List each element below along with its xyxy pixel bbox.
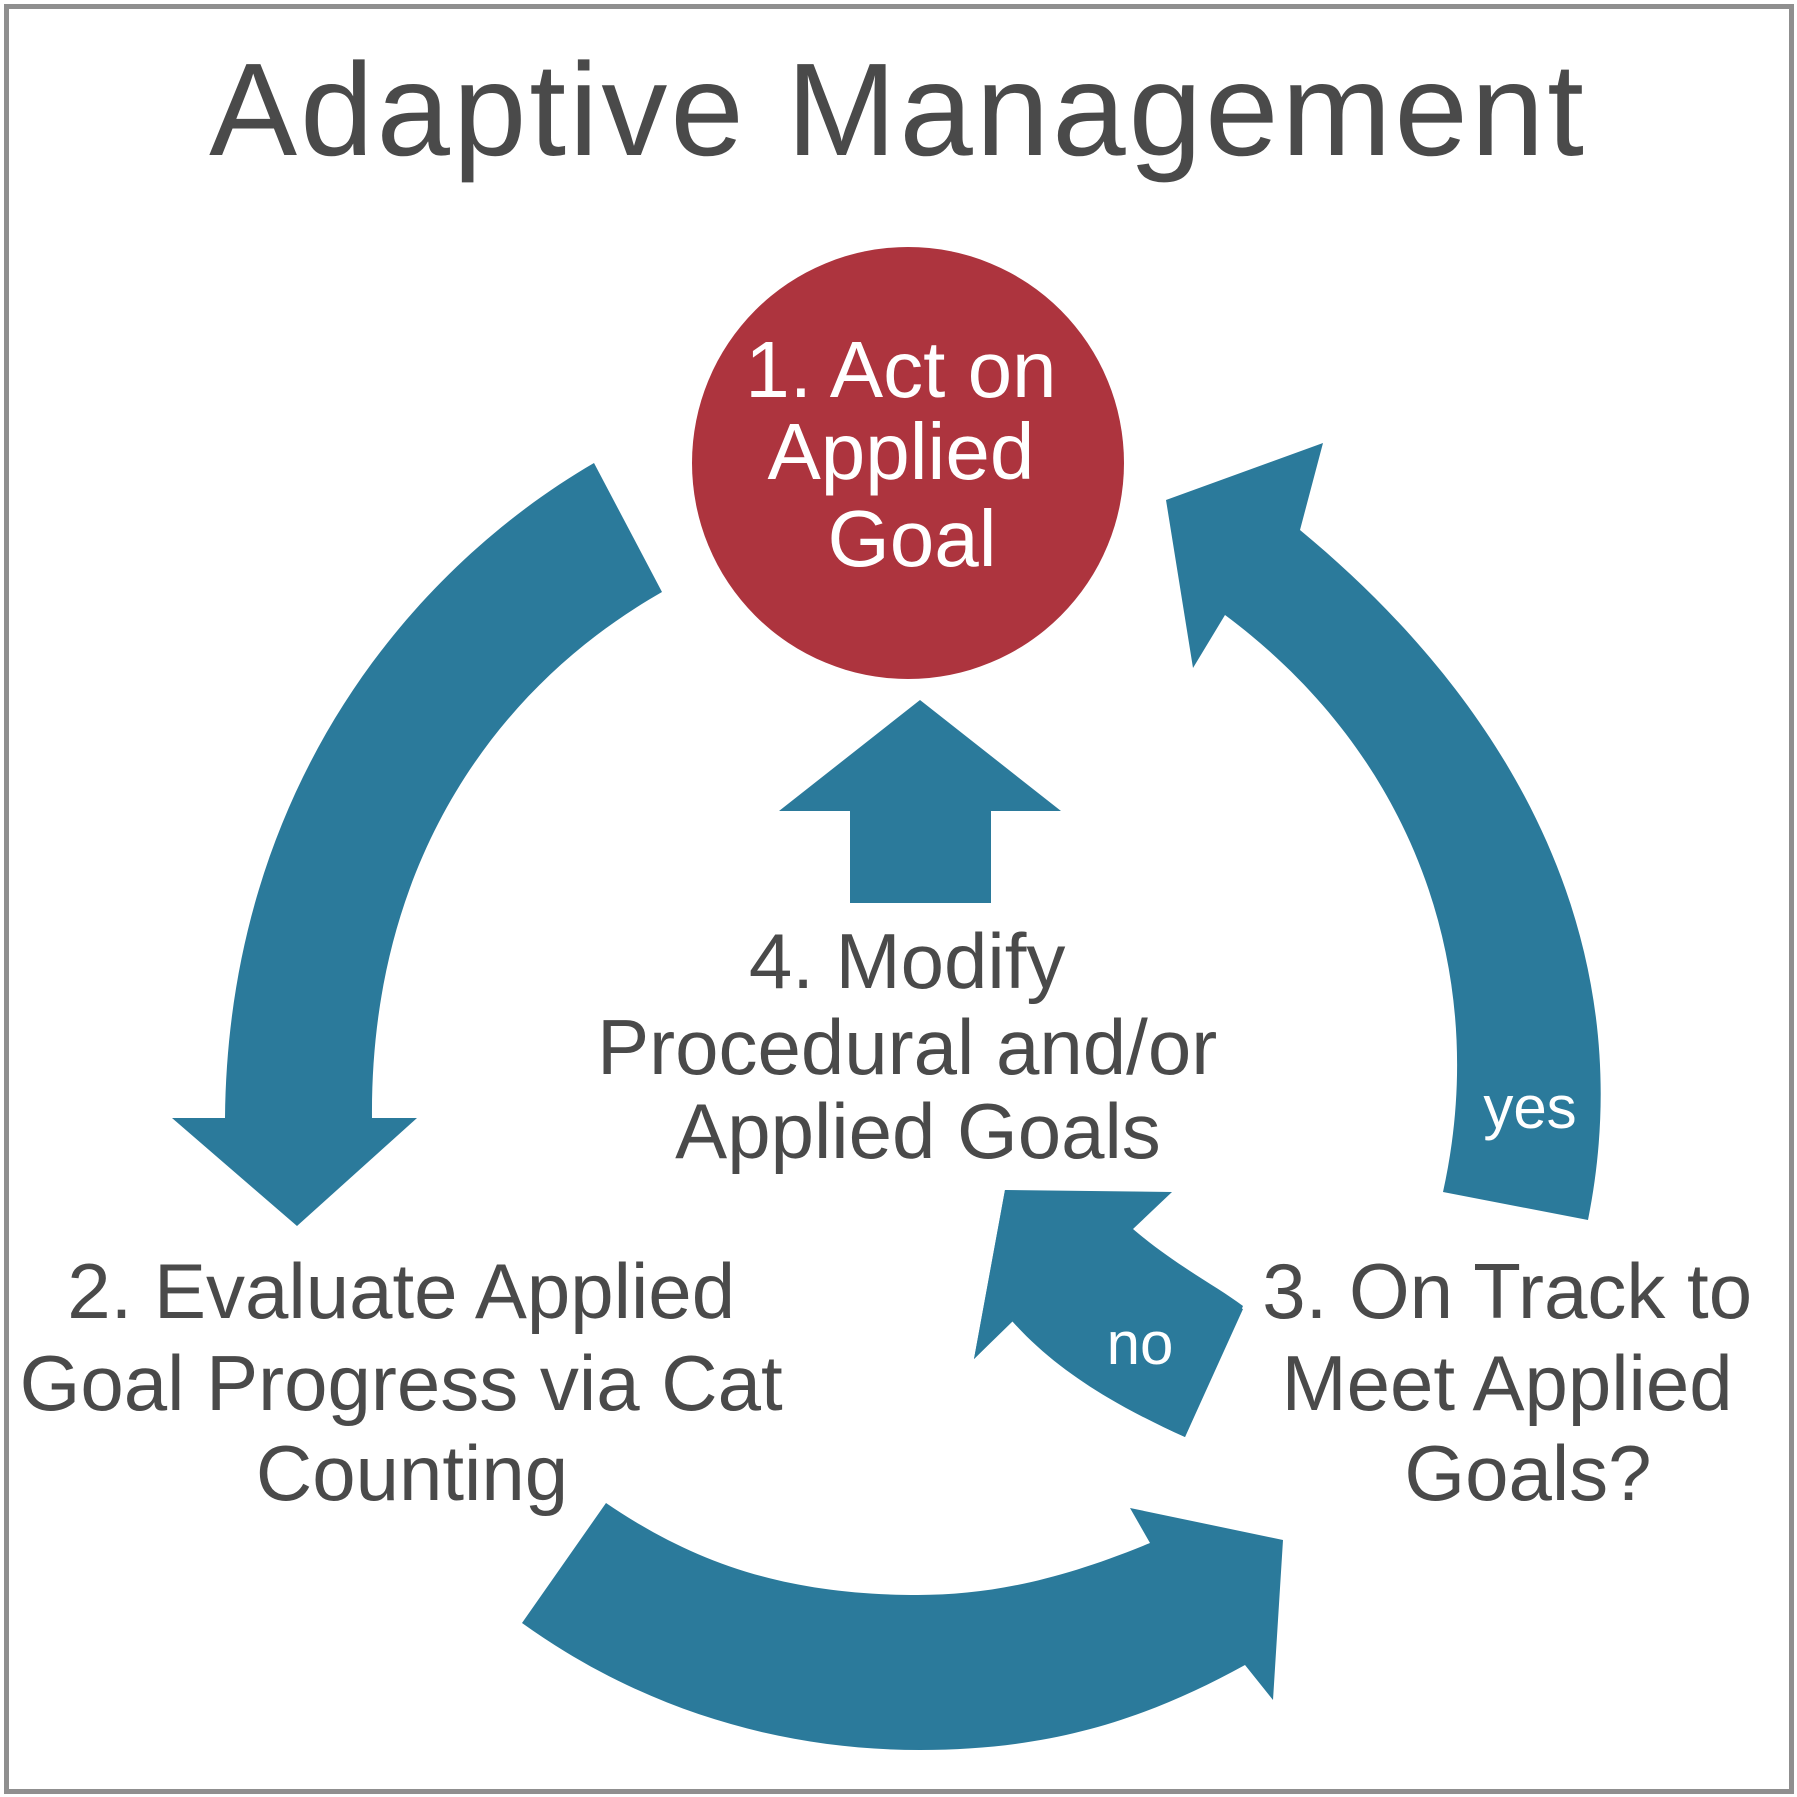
- step3-line3: Goals?: [1404, 1429, 1651, 1517]
- step2-line2: Goal Progress via Cat: [20, 1339, 783, 1427]
- step4-line3: Applied Goals: [675, 1087, 1161, 1175]
- step2-line3: Counting: [256, 1429, 568, 1517]
- step2-line1: 2. Evaluate Applied: [67, 1247, 735, 1335]
- step3-line1: 3. On Track to: [1262, 1247, 1752, 1335]
- step1-label: 1. Act on Applied Goal: [745, 325, 1079, 583]
- step3-line2: Meet Applied: [1282, 1339, 1733, 1427]
- arrow-no-head-fix: [974, 1190, 1243, 1437]
- arrow-modify-to-act: [779, 700, 1061, 903]
- step1-line2: Applied: [767, 407, 1034, 496]
- no-branch-label: no: [1107, 1310, 1174, 1377]
- step4-line2: Procedural and/or: [597, 1003, 1217, 1091]
- step2-label: 2. Evaluate Applied Goal Progress via Ca…: [20, 1247, 805, 1517]
- step4-label: 4. Modify Procedural and/or Applied Goal…: [597, 917, 1239, 1175]
- step1-circle: [692, 247, 1124, 679]
- yes-branch-label: yes: [1483, 1074, 1576, 1141]
- arrow-evaluate-to-ontrack: [522, 1503, 1283, 1750]
- step1-line3: Goal: [828, 494, 997, 583]
- step1-line1: 1. Act on: [745, 325, 1056, 414]
- arrow-act-to-evaluate: [172, 463, 662, 1226]
- step3-label: 3. On Track to Meet Applied Goals?: [1262, 1247, 1774, 1517]
- step4-line1: 4. Modify: [749, 917, 1065, 1005]
- diagram-title: Adaptive Management: [209, 36, 1587, 183]
- arrow-yes-ontrack-to-act: [1166, 443, 1601, 1220]
